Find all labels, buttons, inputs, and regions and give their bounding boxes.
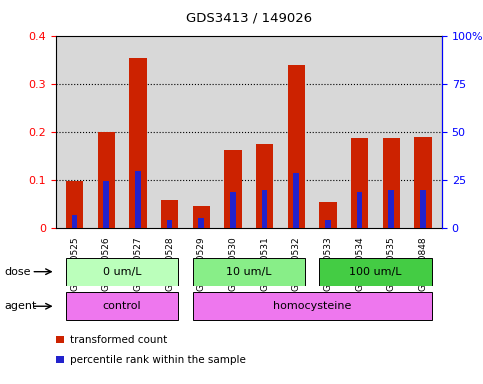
Bar [193, 293, 432, 320]
Text: homocysteine: homocysteine [273, 301, 351, 311]
Bar [66, 293, 178, 320]
Bar [414, 137, 432, 228]
Bar [256, 144, 273, 228]
Text: 10 um/L: 10 um/L [226, 266, 271, 277]
Bar [319, 202, 337, 228]
Bar [383, 138, 400, 228]
Text: percentile rank within the sample: percentile rank within the sample [70, 355, 246, 365]
Text: dose: dose [5, 266, 31, 277]
Text: agent: agent [5, 301, 37, 311]
Bar [420, 190, 426, 228]
Bar [66, 182, 83, 228]
Text: 100 um/L: 100 um/L [349, 266, 402, 277]
Text: transformed count: transformed count [70, 335, 167, 345]
Text: control: control [103, 301, 142, 311]
Bar [325, 220, 331, 228]
Bar [293, 173, 299, 228]
Bar [98, 132, 115, 228]
Bar [319, 258, 432, 286]
Text: 0 um/L: 0 um/L [103, 266, 142, 277]
Bar [66, 258, 178, 286]
Bar [161, 200, 178, 228]
Bar [287, 65, 305, 228]
Text: GDS3413 / 149026: GDS3413 / 149026 [185, 12, 312, 25]
Bar [71, 215, 77, 228]
Bar [135, 171, 141, 228]
Bar [103, 182, 109, 228]
Bar [262, 190, 268, 228]
Bar [351, 138, 369, 228]
Bar [388, 190, 394, 228]
Bar [167, 220, 172, 228]
Bar [224, 150, 242, 228]
Bar [230, 192, 236, 228]
Bar [193, 258, 305, 286]
Bar [199, 218, 204, 228]
Bar [129, 58, 147, 228]
Bar [357, 192, 362, 228]
Bar [193, 206, 210, 228]
